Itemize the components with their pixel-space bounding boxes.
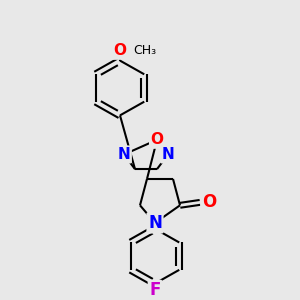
Text: N: N (118, 147, 130, 162)
Text: O: O (113, 43, 127, 58)
Text: CH₃: CH₃ (133, 44, 156, 57)
Text: F: F (149, 281, 161, 299)
Text: O: O (151, 132, 164, 147)
Text: N: N (148, 214, 162, 232)
Text: N: N (162, 147, 174, 162)
Text: O: O (202, 194, 216, 211)
